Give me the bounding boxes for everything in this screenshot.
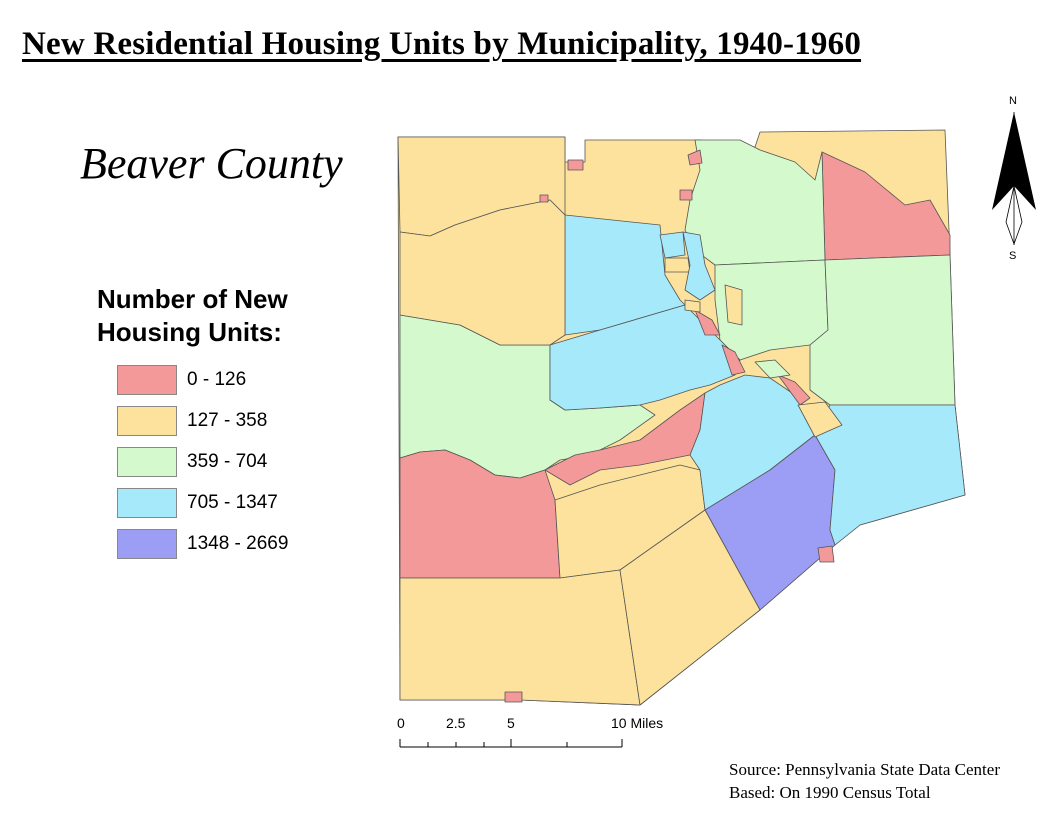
legend-label: 1348 - 2669 xyxy=(187,533,289,554)
legend-item: 359 - 704 xyxy=(117,447,337,479)
region-far-east-blue xyxy=(814,404,966,546)
legend-label: 359 - 704 xyxy=(187,451,268,472)
legend-label: 705 - 1347 xyxy=(187,492,278,513)
legend-swatch-4 xyxy=(117,529,177,559)
legend-item: 0 - 126 xyxy=(117,365,337,397)
region-southeast-yellow xyxy=(619,509,761,706)
municipality-small-red xyxy=(721,344,746,376)
county-name: Beaver County xyxy=(80,139,343,188)
legend-title: Number of New Housing Units: xyxy=(97,284,288,347)
municipality-small-red xyxy=(679,189,693,201)
municipality-small-red xyxy=(777,374,811,406)
scale-label: 5 xyxy=(507,715,515,731)
legend-item: 1348 - 2669 xyxy=(117,529,337,561)
municipality-small-red xyxy=(567,159,584,171)
scale-label: 0 xyxy=(397,715,405,731)
municipality-small-red xyxy=(817,545,835,563)
region-west-yellow xyxy=(399,199,566,346)
municipality-small-yellow xyxy=(684,299,701,313)
municipality-small-red xyxy=(694,309,721,336)
source-line: Source: Pennsylvania State Data Center xyxy=(729,760,1000,779)
municipality-small-blue xyxy=(659,231,686,259)
region-south-yellow xyxy=(399,569,641,706)
source-line: Based: On 1990 Census Total xyxy=(729,783,931,802)
legend-swatch-0 xyxy=(117,365,177,395)
north-label: N xyxy=(1009,95,1017,107)
municipality-small-red xyxy=(687,149,703,166)
south-label: S xyxy=(1009,250,1017,262)
municipality-small-red xyxy=(539,194,549,203)
scale-bar xyxy=(399,739,623,748)
map-title: New Residential Housing Units by Municip… xyxy=(22,26,862,62)
region-north-blue xyxy=(564,214,686,336)
legend-label: 127 - 358 xyxy=(187,410,268,431)
municipality-small-yellow xyxy=(724,284,743,326)
municipality-small-yellow xyxy=(664,257,691,273)
legend-label: 0 - 126 xyxy=(187,369,247,390)
north-arrow-icon xyxy=(992,112,1036,246)
municipality-small-red xyxy=(504,691,523,703)
legend-swatch-1 xyxy=(117,406,177,436)
scale-label: 2.5 xyxy=(446,715,466,731)
legend-item: 127 - 358 xyxy=(117,406,337,438)
legend-swatch-2 xyxy=(117,447,177,477)
municipality-small-green xyxy=(754,359,791,379)
region-east-green xyxy=(809,254,956,406)
municipality-small-yellow xyxy=(797,401,843,438)
source-note: Source: Pennsylvania State Data Center B… xyxy=(729,758,1049,804)
legend-swatch-3 xyxy=(117,488,177,518)
legend-item: 705 - 1347 xyxy=(117,488,337,520)
scale-label-end: 10 Miles xyxy=(611,715,664,731)
municipality-small-blue xyxy=(682,231,716,301)
